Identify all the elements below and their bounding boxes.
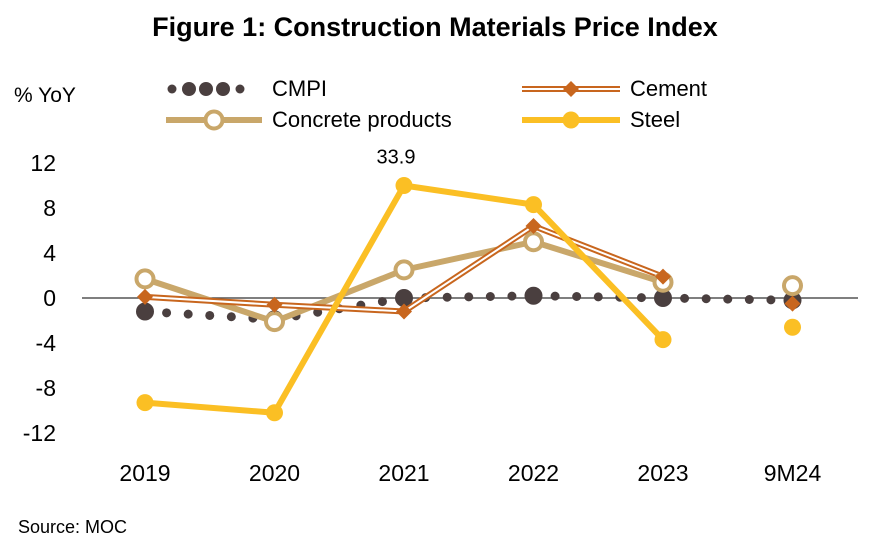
x-tick-label: 2019 bbox=[119, 460, 170, 486]
cement-point bbox=[784, 295, 801, 312]
cmpi-line-dot bbox=[464, 292, 474, 302]
cmpi-line-dot bbox=[766, 295, 776, 305]
chart-title: Figure 1: Construction Materials Price I… bbox=[152, 12, 718, 42]
cmpi-line-dot bbox=[572, 292, 582, 301]
y-tick-label: 12 bbox=[30, 150, 56, 176]
cmpi-line-dot bbox=[162, 308, 172, 318]
legend-label-steel: Steel bbox=[630, 107, 680, 132]
cement-point bbox=[655, 268, 671, 285]
cmpi-line-dot bbox=[701, 294, 711, 304]
legend-cmpi-symbol bbox=[199, 82, 213, 96]
cement-point bbox=[525, 218, 542, 234]
concrete-products-point bbox=[134, 268, 156, 290]
cmpi-point bbox=[395, 289, 413, 307]
x-tick-label: 2020 bbox=[249, 460, 300, 486]
cmpi-line-dot bbox=[485, 292, 495, 301]
y-tick-label: -8 bbox=[36, 375, 56, 401]
legend-concrete-marker bbox=[203, 109, 225, 131]
legend-cmpi-symbol bbox=[216, 82, 230, 96]
concrete-products-point bbox=[782, 275, 803, 297]
cmpi-line-dot bbox=[680, 293, 690, 303]
y-tick-label: 0 bbox=[43, 285, 56, 311]
x-tick-label: 9M24 bbox=[764, 460, 822, 486]
legend-label-cement: Cement bbox=[630, 76, 707, 101]
cmpi-point bbox=[654, 289, 672, 307]
cmpi-line-dot bbox=[550, 291, 560, 301]
y-tick-label: 8 bbox=[43, 195, 56, 221]
data-label: 33.9 bbox=[377, 147, 416, 169]
legend-cmpi-symbol bbox=[167, 84, 177, 94]
cement-point bbox=[137, 288, 153, 305]
y-tick-label: 4 bbox=[43, 240, 56, 266]
cmpi-line-dot bbox=[507, 291, 517, 301]
concrete-products-point bbox=[393, 259, 415, 281]
concrete-products-point bbox=[523, 231, 544, 253]
cmpi-line-dot bbox=[636, 293, 646, 303]
cmpi-point bbox=[524, 286, 543, 305]
y-axis-label: % YoY bbox=[14, 84, 76, 107]
cmpi-line-dot bbox=[442, 292, 452, 302]
legend-label-cmpi: CMPI bbox=[272, 76, 327, 101]
legend-steel-marker bbox=[562, 111, 580, 129]
cmpi-line-dot bbox=[183, 309, 193, 319]
x-tick-label: 2023 bbox=[637, 460, 688, 486]
legend-cement-marker bbox=[563, 81, 579, 97]
steel-point bbox=[784, 318, 801, 336]
legend-cmpi-symbol bbox=[182, 82, 196, 96]
y-tick-label: -12 bbox=[23, 420, 56, 446]
legend-cmpi-symbol bbox=[235, 84, 245, 94]
cmpi-point bbox=[136, 302, 154, 321]
steel-point bbox=[395, 177, 413, 194]
steel-point bbox=[266, 404, 283, 422]
legend-label-concrete-products: Concrete products bbox=[272, 107, 452, 132]
y-tick-label: -4 bbox=[36, 330, 57, 356]
cmpi-line-dot bbox=[723, 294, 733, 304]
steel-point bbox=[654, 331, 672, 349]
cmpi-line-dot bbox=[593, 292, 603, 302]
source-note: Source: MOC bbox=[18, 517, 128, 537]
cmpi-line-dot bbox=[226, 312, 236, 322]
concrete-products-point bbox=[264, 311, 285, 333]
cement-point bbox=[396, 303, 412, 320]
steel-point bbox=[136, 394, 154, 412]
x-tick-label: 2021 bbox=[378, 460, 429, 486]
cement-point bbox=[266, 296, 283, 313]
cmpi-line-dot bbox=[744, 295, 754, 304]
steel-point bbox=[525, 196, 542, 214]
cmpi-line-dot bbox=[377, 297, 387, 307]
cmpi-line-dot bbox=[205, 310, 215, 320]
x-tick-label: 2022 bbox=[508, 460, 559, 486]
